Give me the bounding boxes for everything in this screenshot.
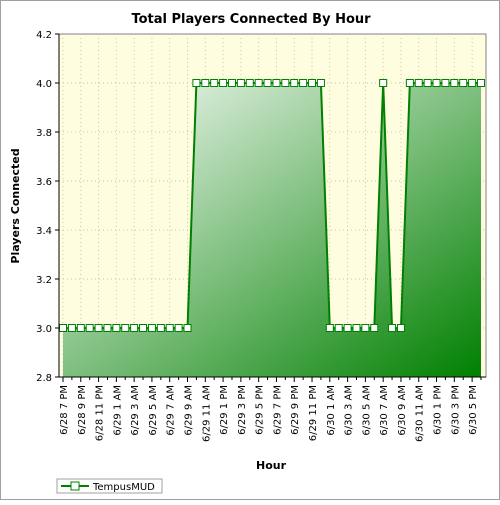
data-point [352,324,361,332]
data-point [156,324,165,332]
data-point [334,324,343,332]
data-point [130,324,139,332]
data-point [450,79,459,87]
y-tick-label: 3.6 [36,177,52,188]
x-tick-label: 6/30 3 PM [450,385,461,435]
y-tick-label: 3.4 [36,226,52,237]
legend-marker-swatch [70,481,80,491]
data-point [121,324,130,332]
x-tick-label: 6/30 11 AM [415,385,426,442]
data-point [174,324,183,332]
data-point [59,324,67,332]
data-point [210,79,219,87]
data-point [396,324,405,332]
data-point [477,79,485,87]
x-tick-label: 6/30 7 AM [379,385,390,436]
y-tick-label: 3.8 [36,128,52,139]
data-point [76,324,85,332]
chart-title: Total Players Connected By Hour [131,12,371,27]
data-point [459,79,468,87]
data-point [165,324,174,332]
x-tick-label: 6/29 11 PM [308,385,319,441]
data-point [201,79,210,87]
data-point [219,79,228,87]
data-points [59,79,485,332]
x-tick-label: 6/29 3 PM [237,385,248,435]
data-point [379,79,388,87]
x-axis-label: Hour [256,459,287,472]
x-tick-label: 6/29 9 AM [184,385,195,436]
legend-box [56,478,163,494]
y-axis-label: Players Connected [9,148,22,263]
data-point [103,324,112,332]
data-point [245,79,254,87]
y-tick-label: 4.0 [36,79,52,90]
x-tick-label: 6/28 9 PM [77,385,88,435]
data-point [361,324,370,332]
data-point [308,79,317,87]
data-point [254,79,263,87]
data-point [227,79,236,87]
y-tick-label: 3.2 [36,275,52,286]
y-axis: 2.8 3.0 3.2 3.4 3.6 3.8 4.0 4.2 [36,30,60,384]
x-tick-label: 6/30 5 AM [361,385,372,436]
data-point [370,324,379,332]
data-point [147,324,156,332]
x-tick-label: 6/29 9 PM [290,385,301,435]
data-point [272,79,281,87]
x-tick-label: 6/30 3 AM [344,385,355,436]
y-tick-label: 3.0 [36,324,52,335]
x-tick-label: 6/30 1 AM [326,385,337,436]
data-point [441,79,450,87]
x-tick-label: 6/29 3 AM [130,385,141,436]
x-axis: 6/28 7 PM 6/28 9 PM 6/28 11 PM 6/29 1 AM 6/2… [59,376,486,442]
x-tick-label: 6/30 9 AM [397,385,408,436]
data-point [325,324,334,332]
y-tick-label: 2.8 [36,373,52,384]
data-point [192,79,201,87]
data-point [139,324,148,332]
x-tick-label: 6/30 1 PM [433,385,444,435]
legend-entry-tempusmud: TempusMUD [92,482,155,493]
data-point [112,324,121,332]
data-point [85,324,94,332]
data-point [263,79,272,87]
data-point [290,79,299,87]
data-point [94,324,103,332]
x-tick-label: 6/28 11 PM [95,385,106,441]
data-point [423,79,432,87]
data-point [316,79,325,87]
data-point [183,324,192,332]
legend: TempusMUD [56,478,163,494]
data-point [67,324,76,332]
y-tick-label: 4.2 [36,30,52,41]
data-point [405,79,414,87]
x-tick-label: 6/29 1 AM [112,385,123,436]
x-tick-label: 6/29 7 AM [166,385,177,436]
data-point [432,79,441,87]
data-point [281,79,290,87]
data-point [343,324,352,332]
data-point [468,79,477,87]
data-point [414,79,423,87]
data-point [388,324,397,332]
x-tick-label: 6/30 5 PM [468,385,479,435]
data-point [236,79,245,87]
x-tick-label: 6/29 7 PM [272,385,283,435]
x-tick-label: 6/29 5 PM [255,385,266,435]
x-tick-label: 6/29 1 PM [219,385,230,435]
x-tick-label: 6/29 11 AM [201,385,212,442]
x-tick-label: 6/28 7 PM [59,385,70,435]
x-tick-label: 6/29 5 AM [148,385,159,436]
data-point [299,79,308,87]
series-area [63,83,481,377]
